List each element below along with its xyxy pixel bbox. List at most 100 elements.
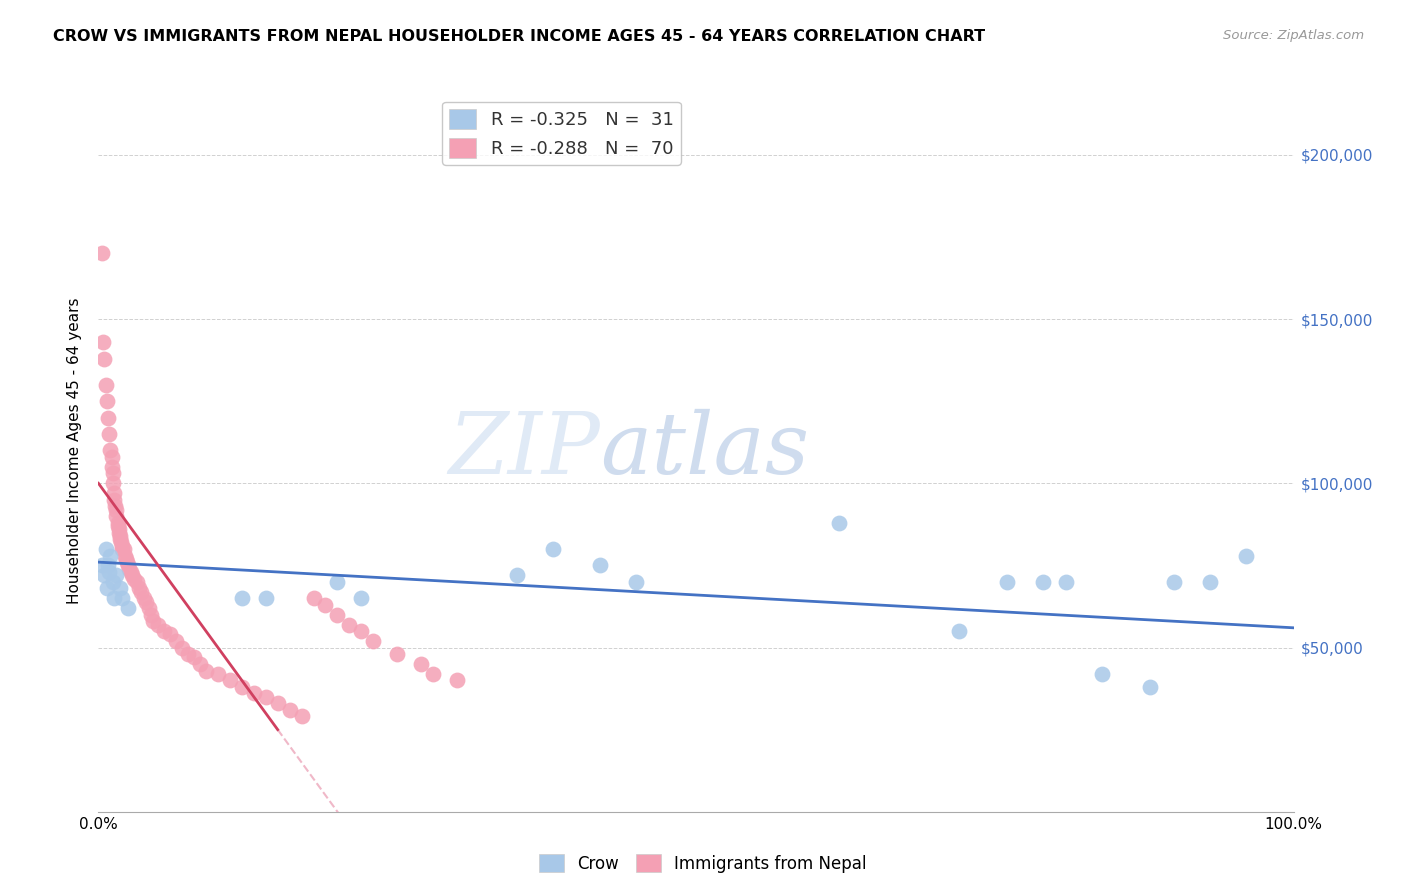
Point: [1199, 574, 1222, 589]
Point: [302, 591, 325, 606]
Point: [172, 640, 194, 655]
Point: [350, 624, 373, 639]
Point: [363, 634, 385, 648]
Point: [98, 565, 121, 579]
Point: [105, 502, 128, 516]
Point: [219, 673, 242, 688]
Point: [100, 459, 122, 474]
Point: [111, 541, 134, 556]
Point: [98, 427, 121, 442]
Point: [97, 410, 120, 425]
Point: [105, 509, 128, 524]
Point: [165, 634, 187, 648]
Text: atlas: atlas: [600, 409, 810, 491]
Point: [105, 568, 128, 582]
Point: [107, 516, 129, 530]
Point: [91, 246, 114, 260]
Point: [422, 666, 444, 681]
Point: [101, 467, 124, 481]
Point: [231, 591, 253, 606]
Point: [153, 624, 176, 639]
Point: [103, 492, 125, 507]
Point: [385, 647, 409, 661]
Point: [108, 532, 131, 546]
Point: [120, 565, 142, 579]
Y-axis label: Householder Income Ages 45 - 64 years: Householder Income Ages 45 - 64 years: [67, 297, 83, 604]
Text: CROW VS IMMIGRANTS FROM NEPAL HOUSEHOLDER INCOME AGES 45 - 64 YEARS CORRELATION : CROW VS IMMIGRANTS FROM NEPAL HOUSEHOLDE…: [53, 29, 986, 44]
Point: [107, 519, 129, 533]
Point: [108, 582, 131, 596]
Point: [1139, 680, 1161, 694]
Point: [231, 680, 253, 694]
Point: [278, 703, 301, 717]
Point: [91, 558, 114, 573]
Point: [96, 394, 118, 409]
Point: [135, 594, 157, 608]
Point: [93, 351, 115, 366]
Point: [104, 500, 127, 514]
Point: [142, 614, 165, 628]
Point: [128, 582, 150, 596]
Point: [626, 574, 648, 589]
Point: [98, 549, 122, 563]
Point: [94, 541, 117, 556]
Point: [506, 568, 529, 582]
Point: [117, 558, 139, 573]
Point: [100, 450, 122, 464]
Point: [91, 334, 114, 349]
Point: [96, 582, 118, 596]
Point: [94, 377, 117, 392]
Point: [1032, 574, 1054, 589]
Point: [131, 584, 153, 599]
Point: [132, 591, 155, 606]
Point: [103, 486, 125, 500]
Point: [254, 591, 277, 606]
Point: [121, 568, 143, 582]
Point: [828, 516, 851, 530]
Point: [139, 607, 162, 622]
Point: [97, 558, 120, 573]
Point: [315, 598, 337, 612]
Point: [589, 558, 612, 573]
Point: [111, 539, 134, 553]
Point: [108, 529, 131, 543]
Point: [107, 522, 129, 536]
Point: [254, 690, 277, 704]
Text: Source: ZipAtlas.com: Source: ZipAtlas.com: [1223, 29, 1364, 42]
Point: [112, 541, 135, 556]
Point: [1056, 574, 1078, 589]
Point: [183, 650, 205, 665]
Point: [188, 657, 211, 671]
Point: [110, 535, 132, 549]
Point: [339, 617, 361, 632]
Point: [195, 664, 218, 678]
Point: [114, 549, 136, 563]
Point: [243, 686, 266, 700]
Point: [326, 574, 349, 589]
Point: [291, 709, 314, 723]
Point: [948, 624, 970, 639]
Point: [115, 551, 138, 566]
Point: [411, 657, 433, 671]
Point: [115, 555, 138, 569]
Legend: R = -0.325   N =  31, R = -0.288   N =  70: R = -0.325 N = 31, R = -0.288 N = 70: [441, 102, 681, 165]
Point: [124, 572, 146, 586]
Point: [446, 673, 468, 688]
Point: [103, 591, 125, 606]
Point: [148, 617, 170, 632]
Point: [177, 647, 200, 661]
Point: [159, 627, 181, 641]
Point: [117, 601, 139, 615]
Text: ZIP: ZIP: [449, 409, 600, 491]
Point: [541, 541, 564, 556]
Point: [98, 443, 122, 458]
Point: [107, 525, 129, 540]
Point: [1163, 574, 1185, 589]
Point: [111, 591, 134, 606]
Point: [118, 562, 141, 576]
Point: [267, 696, 290, 710]
Point: [138, 601, 160, 615]
Point: [350, 591, 373, 606]
Point: [101, 476, 124, 491]
Point: [207, 666, 229, 681]
